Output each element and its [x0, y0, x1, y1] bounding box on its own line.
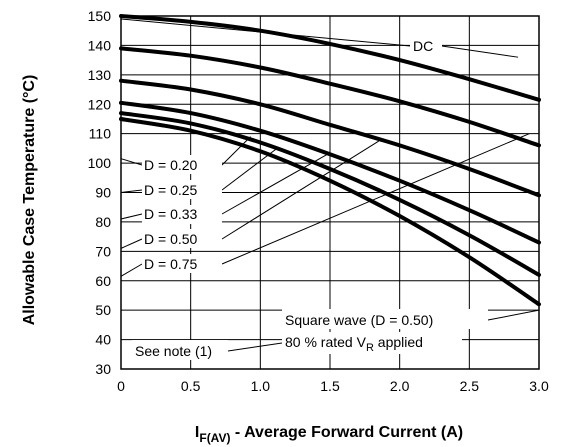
- d020-leader: [221, 136, 251, 166]
- d020-label: D = 0.20: [144, 157, 198, 173]
- y-tick-label: 80: [95, 214, 111, 230]
- y-tick-label: 40: [95, 332, 111, 348]
- y-tick-label: 110: [89, 126, 112, 142]
- y-tick-label: 100: [88, 155, 112, 171]
- x-tick-label: 1.5: [320, 378, 340, 394]
- x-tick-label: 2.0: [390, 378, 410, 394]
- d025-tick: [120, 189, 143, 193]
- d033-label-bg: [142, 205, 222, 224]
- x-tick-label: 2.5: [460, 378, 480, 394]
- y-tick-label: 70: [95, 243, 111, 259]
- d075-tick: [120, 263, 143, 277]
- d050-leader: [221, 140, 380, 240]
- d050-label-bg: [142, 229, 222, 248]
- x-axis-title: IF(AV) - Average Forward Current (A): [195, 424, 463, 445]
- d025-leader: [221, 147, 278, 191]
- y-tick-label: 120: [88, 96, 112, 112]
- square-wave-label-bg: [282, 309, 488, 329]
- d050-tick: [120, 238, 143, 249]
- x-tick-label: 3.0: [529, 378, 549, 394]
- y-tick-label: 90: [95, 185, 111, 201]
- d075-label: D = 0.75: [144, 256, 198, 272]
- series-line-d-0-33: [119, 100, 541, 245]
- y-tick-label: 130: [88, 67, 112, 83]
- annotations: DC D = 0.20 D = 0.25 D = 0.33 D = 0.50 D…: [132, 34, 488, 360]
- d025-label-bg: [142, 180, 222, 199]
- y-tick-label: 60: [95, 273, 111, 289]
- series-line-dc: [119, 14, 541, 102]
- x-tick-label: 0: [117, 378, 125, 394]
- y-tick-label: 50: [95, 302, 111, 318]
- series-line-d-0-20: [119, 117, 541, 307]
- series-line-d-0-25: [119, 111, 541, 277]
- d075-label-bg: [142, 254, 222, 273]
- d033-tick: [120, 213, 143, 220]
- grid: [120, 15, 540, 370]
- plot-frame: [120, 15, 540, 370]
- x-tick-label: 0.5: [181, 378, 201, 394]
- y-tick-label: 30: [95, 361, 111, 377]
- x-tick-labels: 0 0.5 1.0 1.5 2.0 2.5 3.0: [117, 378, 549, 394]
- d050-label: D = 0.50: [144, 231, 198, 247]
- see-note-label-bg: [132, 340, 228, 360]
- d020-label-bg: [142, 155, 222, 174]
- d033-leader: [221, 152, 331, 215]
- rated-label: 80 % rated VR applied: [285, 334, 423, 354]
- dc-leader-left: [120, 18, 411, 47]
- series-line-d-0-75: [119, 46, 541, 148]
- square-wave-leader: [487, 309, 540, 321]
- y-axis-title: Allowable Case Temperature (°C): [21, 75, 38, 326]
- curves: [119, 14, 541, 307]
- dc-label: DC: [413, 38, 433, 54]
- dc-label-bg: [410, 34, 442, 56]
- dc-leader-right: [441, 45, 519, 58]
- annotation-leaders: [120, 18, 540, 352]
- rated-label-bg: [282, 332, 462, 354]
- d075-leader: [221, 133, 530, 265]
- y-tick-label: 140: [88, 37, 112, 53]
- y-tick-labels: 30 40 50 60 70 80 90 100 110 120 130 140 150: [88, 8, 112, 377]
- see-note-label: See note (1): [135, 343, 212, 359]
- d033-label: D = 0.33: [144, 206, 198, 222]
- x-tick-label: 1.0: [251, 378, 271, 394]
- see-note-leader: [227, 342, 283, 352]
- d025-label: D = 0.25: [144, 182, 198, 198]
- y-tick-label: 150: [88, 8, 112, 24]
- square-wave-label: Square wave (D = 0.50): [285, 312, 433, 328]
- series-line-d-0-50: [119, 78, 541, 198]
- d020-tick: [120, 158, 143, 166]
